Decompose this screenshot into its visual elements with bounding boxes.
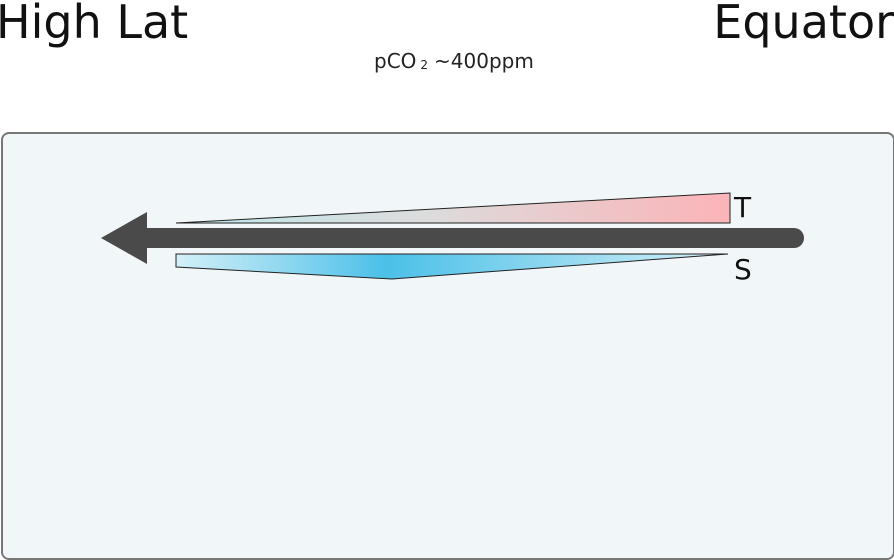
pco2-subscript: 2 (420, 58, 429, 72)
pco2-value: ~400ppm (434, 49, 534, 73)
ocean-box (1, 132, 894, 560)
salinity-wedge (175, 253, 729, 280)
temperature-label: T (734, 191, 752, 224)
temperature-wedge (175, 192, 731, 224)
high-lat-label: High Lat (0, 0, 189, 49)
equator-label: Equator (713, 0, 894, 49)
flow-arrow-head (101, 212, 147, 264)
salinity-label: S (734, 253, 752, 286)
pco2-label: pCO 2 ~400ppm (374, 48, 534, 78)
pco2-prefix: pCO (374, 49, 417, 73)
